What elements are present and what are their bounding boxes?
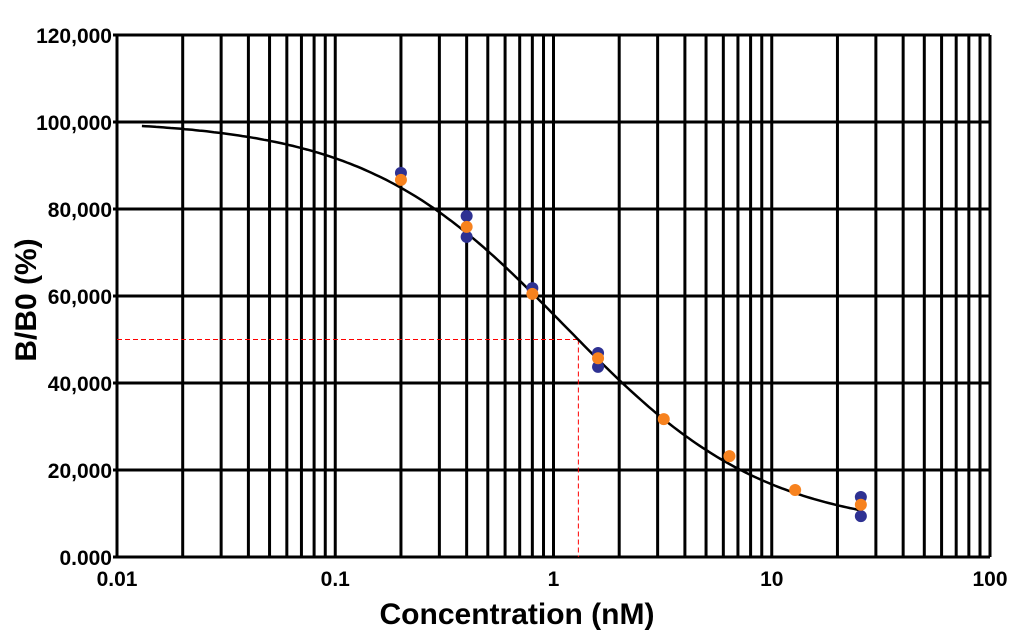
data-point-orange [592,352,605,365]
y-tick-label: 60,000 [48,286,112,309]
y-tick-label: 100,000 [36,112,112,135]
x-tick-label: 0.1 [321,568,351,591]
data-point-orange [723,450,736,463]
y-tick-label: 0.000 [59,547,112,570]
x-tick-label: 0.01 [97,568,138,591]
data-point-orange [526,287,539,300]
x-tick-labels: 0.01 0.1 1 10 100 [97,568,1008,591]
x-tick-label: 1 [548,568,560,591]
data-point-blue [592,360,605,373]
ic50-marker [117,339,579,557]
y-axis-label: B/B0 (%) [10,238,43,361]
data-point-orange [854,498,867,511]
data-points [394,166,867,523]
data-point-blue [460,209,473,222]
y-tick-labels: 0.000 20,000 40,000 60,000 80,000 100,000 120,… [36,25,112,570]
data-point-orange [789,484,802,497]
data-point-orange [657,413,670,426]
data-point-orange [460,220,473,233]
data-point-blue [460,230,473,243]
y-tick-label: 80,000 [48,199,112,222]
fit-curve [141,124,862,512]
data-point-orange [394,173,407,186]
data-point-blue [854,510,867,523]
x-tick-label: 10 [760,568,783,591]
y-tick-label: 20,000 [48,460,112,483]
y-tick-label: 120,000 [36,25,112,48]
x-axis-label: Concentration (nM) [380,598,655,631]
grid [113,33,992,559]
y-tick-label: 40,000 [48,373,112,396]
x-tick-label: 100 [972,568,1007,591]
